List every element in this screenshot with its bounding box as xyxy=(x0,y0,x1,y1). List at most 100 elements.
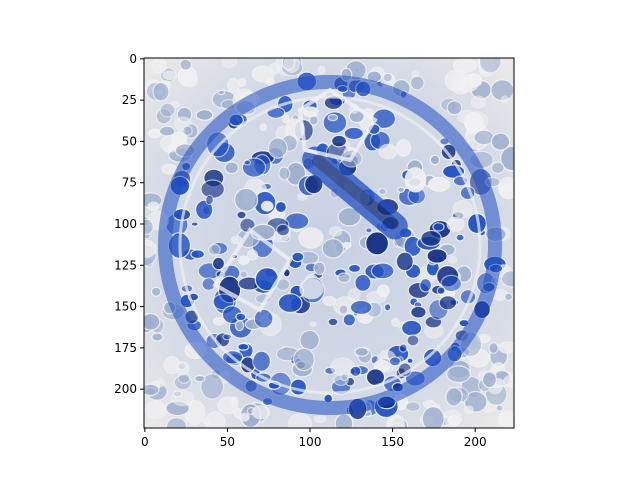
texture-blob xyxy=(426,248,448,264)
texture-blob xyxy=(404,167,427,193)
texture-blob xyxy=(313,261,326,276)
texture-blob xyxy=(500,95,509,104)
image-content xyxy=(144,58,514,428)
texture-blob xyxy=(463,111,489,131)
texture-blob xyxy=(366,290,387,304)
texture-blob xyxy=(287,413,313,428)
texture-blob xyxy=(291,251,305,263)
texture-blob xyxy=(455,233,465,242)
texture-blob xyxy=(432,222,445,232)
texture-blob xyxy=(500,270,514,288)
texture-blob xyxy=(317,65,326,75)
texture-blob xyxy=(224,161,239,175)
y-tick-label: 75 xyxy=(122,176,137,190)
texture-blob xyxy=(201,277,216,292)
x-axis: 0 50 100 150 200 xyxy=(141,428,487,449)
texture-blob xyxy=(421,406,445,428)
y-tick-label: 150 xyxy=(114,300,137,314)
texture-blob xyxy=(151,58,167,74)
texture-blob xyxy=(175,361,190,376)
texture-blob xyxy=(151,332,164,342)
texture-blob xyxy=(237,342,250,351)
texture-blob xyxy=(370,262,395,280)
texture-blob xyxy=(488,342,499,354)
texture-blob xyxy=(171,390,194,407)
y-axis: 0 25 50 75 100 125 150 175 200 xyxy=(114,52,144,396)
texture-blob xyxy=(190,249,206,260)
texture-blob xyxy=(236,210,247,220)
texture-blob xyxy=(292,347,315,372)
y-tick-label: 200 xyxy=(114,382,137,396)
texture-blob xyxy=(337,207,362,227)
texture-blob xyxy=(195,109,214,121)
texture-blob xyxy=(144,239,157,258)
texture-blob xyxy=(398,343,408,353)
texture-blob xyxy=(205,411,226,428)
texture-blob xyxy=(446,100,463,116)
texture-blob xyxy=(275,223,291,237)
texture-blob xyxy=(299,278,324,300)
texture-blob xyxy=(504,292,514,301)
texture-blob xyxy=(478,58,502,74)
texture-blob xyxy=(327,317,339,327)
texture-blob xyxy=(378,143,398,160)
texture-blob xyxy=(331,134,348,148)
texture-blob xyxy=(322,295,337,307)
texture-blob xyxy=(221,58,238,68)
texture-blob xyxy=(406,334,420,347)
texture-blob xyxy=(396,139,412,157)
axes-frame xyxy=(143,57,515,429)
texture-blob xyxy=(388,356,401,367)
texture-blob xyxy=(401,319,423,337)
texture-blob xyxy=(343,126,364,141)
texture-blob xyxy=(420,229,442,247)
texture-blob xyxy=(438,295,458,311)
texture-blob xyxy=(396,186,405,193)
texture-blob xyxy=(182,74,199,88)
texture-blob xyxy=(349,299,373,315)
texture-blob xyxy=(299,329,320,351)
texture-blob xyxy=(365,231,390,256)
x-tick-label: 200 xyxy=(464,435,487,449)
texture-blob xyxy=(500,145,514,172)
texture-blob xyxy=(277,293,303,314)
texture-blob xyxy=(235,312,247,322)
texture-blob xyxy=(234,187,259,212)
texture-blob xyxy=(440,274,463,293)
texture-blob xyxy=(238,412,250,422)
texture-blob xyxy=(278,166,291,181)
texture-blob xyxy=(251,405,270,420)
texture-blob xyxy=(162,70,177,81)
x-tick-label: 50 xyxy=(220,435,235,449)
x-tick-label: 100 xyxy=(299,435,322,449)
texture-blob xyxy=(190,221,199,227)
texture-blob xyxy=(144,218,154,236)
texture-blob xyxy=(342,241,352,249)
texture-blob xyxy=(309,321,317,327)
texture-blob xyxy=(274,200,287,214)
texture-blob xyxy=(354,346,369,357)
texture-blob xyxy=(354,273,372,292)
texture-blob xyxy=(259,123,267,132)
texture-blob xyxy=(267,137,288,159)
texture-blob xyxy=(328,226,343,237)
texture-blob xyxy=(268,62,281,75)
texture-blob xyxy=(482,371,498,389)
texture-blob xyxy=(260,200,274,212)
texture-blob xyxy=(243,159,252,166)
texture-blob xyxy=(410,305,427,319)
texture-blob xyxy=(212,317,226,326)
texture-blob xyxy=(217,89,226,96)
texture-blob xyxy=(391,317,400,327)
texture-blob xyxy=(164,145,173,154)
texture-blob xyxy=(179,58,193,71)
texture-blob xyxy=(252,350,272,372)
texture-blob xyxy=(177,373,191,384)
texture-blob xyxy=(490,161,505,175)
texture-blob xyxy=(445,386,463,407)
texture-blob xyxy=(144,312,161,331)
texture-blob xyxy=(182,125,193,136)
texture-blob xyxy=(237,255,250,265)
texture-blob xyxy=(158,125,176,137)
texture-blob xyxy=(383,303,392,312)
